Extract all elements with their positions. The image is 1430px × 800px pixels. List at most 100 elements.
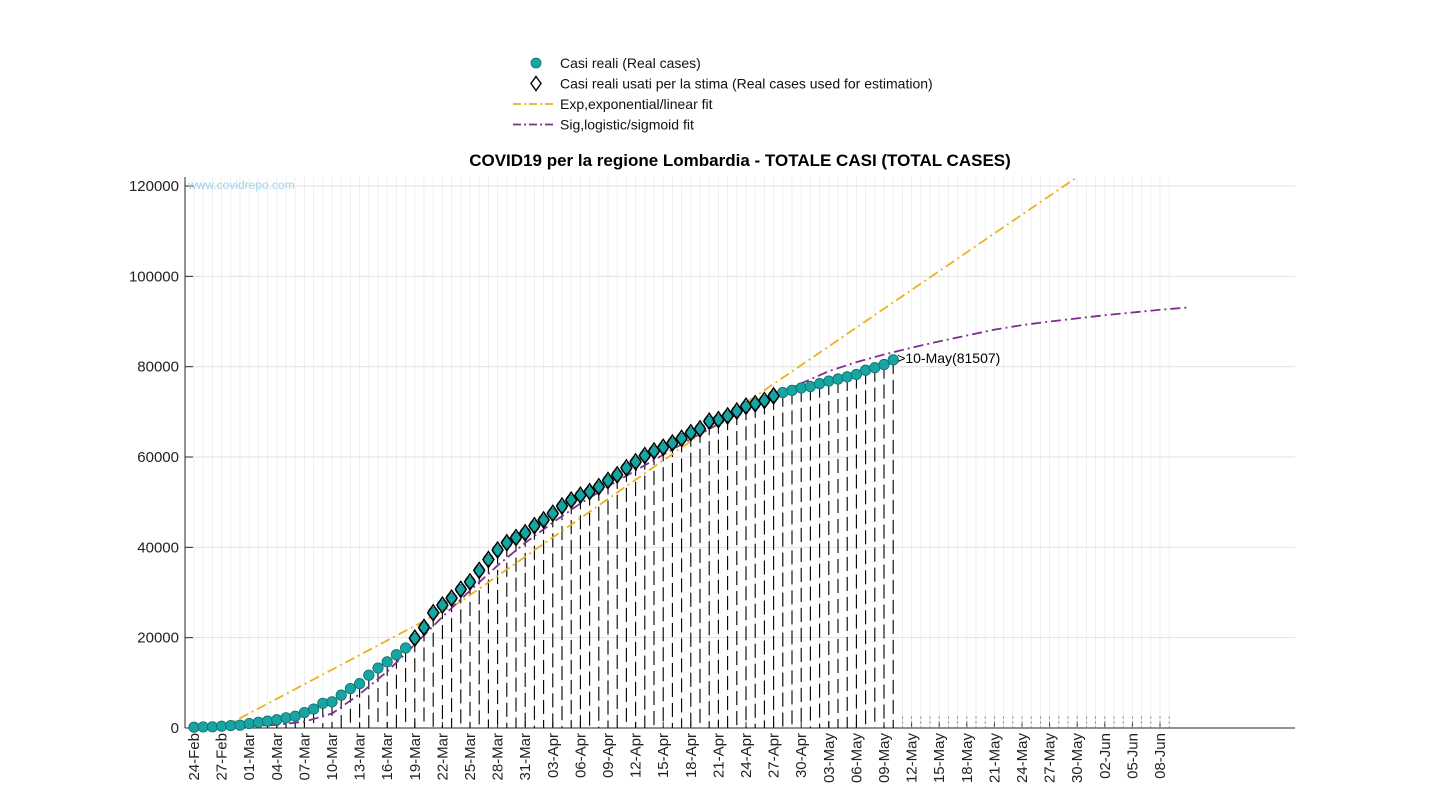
real-case-point: [390, 649, 402, 661]
x-tick-label: 28-Mar: [490, 733, 507, 781]
x-tick-label: 24-May: [1014, 733, 1031, 784]
real-case-point: [804, 380, 817, 393]
estimation-point: [500, 533, 514, 553]
real-case-point: [261, 715, 274, 727]
real-case-point: [795, 382, 807, 394]
estimation-point: [564, 490, 578, 510]
x-tick-label: 16-Mar: [379, 733, 396, 781]
estimation-point: [758, 391, 771, 410]
estimation-point: [638, 446, 652, 465]
x-tick-label: 07-Mar: [296, 733, 313, 781]
x-tick-label: 08-Jun: [1152, 733, 1169, 779]
y-tick-label: 100000: [129, 268, 179, 285]
estimation-point: [620, 458, 633, 478]
legend-label: Exp,exponential/linear fit: [560, 96, 713, 112]
last-value-annotation: >10-May(81507): [897, 350, 1000, 366]
real-case-point: [363, 669, 375, 681]
y-tick-label: 40000: [137, 539, 179, 556]
x-tick-label: 25-Mar: [462, 733, 479, 781]
estimation-point: [518, 523, 532, 543]
legend-marker-circle: [530, 57, 542, 69]
estimation-point: [463, 572, 477, 592]
estimation-point: [684, 423, 698, 442]
estimation-point: [767, 386, 780, 406]
x-tick-label: 02-Jun: [1097, 733, 1114, 779]
chart-title: COVID19 per la regione Lombardia - TOTAL…: [469, 151, 1011, 170]
real-case-point: [317, 697, 329, 709]
real-case-point: [859, 364, 872, 376]
x-tick-label: 21-Apr: [710, 733, 727, 778]
real-case-point: [252, 716, 264, 728]
estimation-point: [721, 406, 734, 426]
x-tick-label: 03-May: [821, 733, 838, 784]
x-tick-label: 03-Apr: [545, 733, 562, 778]
estimation-point: [408, 628, 422, 648]
x-tick-label: 06-May: [848, 733, 865, 784]
estimation-point: [454, 580, 468, 599]
x-tick-label: 05-Jun: [1124, 733, 1141, 779]
real-case-point: [243, 717, 255, 730]
x-tick-label: 30-May: [1069, 733, 1086, 784]
real-case-point: [823, 375, 835, 387]
real-case-point: [813, 378, 826, 390]
real-case-point: [326, 696, 338, 708]
estimation-point: [666, 433, 679, 453]
estimation-point: [656, 438, 670, 457]
real-case-point: [786, 384, 798, 396]
watermark: www.covidrepo.com: [187, 178, 295, 192]
real-case-point: [307, 703, 320, 715]
estimation-point: [537, 510, 550, 530]
x-tick-label: 31-Mar: [517, 733, 534, 781]
real-case-point: [372, 662, 384, 674]
real-case-point: [878, 358, 890, 371]
estimation-point: [472, 561, 486, 580]
legend-label: Casi reali (Real cases): [560, 55, 701, 71]
legend: Casi reali (Real cases) Casi reali usati …: [513, 55, 933, 133]
x-tick-label: 24-Feb: [186, 733, 203, 781]
legend-label: Sig,logistic/sigmoid fit: [560, 117, 694, 133]
x-tick-label: 01-Mar: [241, 733, 258, 781]
estimation-point: [555, 496, 569, 516]
estimation-point: [583, 482, 596, 501]
x-tick-label: 27-Apr: [766, 733, 783, 778]
x-tick-label: 15-Apr: [655, 733, 672, 778]
real-case-point: [850, 368, 863, 381]
legend-label: Casi reali usati per la stima (Real case…: [560, 76, 933, 92]
real-case-point: [381, 656, 393, 668]
x-tick-label: 19-Mar: [407, 733, 424, 781]
y-tick-label: 20000: [137, 630, 179, 647]
y-tick-label: 0: [171, 720, 179, 737]
real-case-point: [832, 373, 844, 385]
grid: [185, 177, 1295, 729]
exp-fit-line: [221, 176, 1078, 729]
x-tick-label: 24-Apr: [738, 733, 755, 778]
x-tick-label: 10-Mar: [324, 733, 341, 781]
x-tick-label: 13-Mar: [352, 733, 369, 781]
estimation-point: [601, 471, 615, 490]
y-tick-label: 60000: [137, 449, 179, 466]
real-case-point: [399, 642, 412, 654]
estimation-point: [730, 401, 744, 421]
legend-marker-diamond: [530, 75, 542, 92]
estimation-point: [491, 540, 504, 560]
real-case-point: [353, 678, 366, 690]
estimation-point: [610, 465, 624, 485]
x-tick-label: 12-Apr: [628, 733, 645, 778]
stems: [193, 359, 1170, 728]
estimation-point: [417, 618, 431, 637]
real-case-point: [234, 719, 246, 731]
estimation-point: [592, 477, 606, 496]
estimation-point: [436, 595, 449, 615]
estimation-point: [528, 516, 541, 536]
estimation-point: [629, 452, 642, 472]
real-case-point: [271, 714, 283, 726]
x-tick-label: 04-Mar: [269, 733, 286, 781]
estimation-point: [675, 429, 688, 448]
estimation-points: [408, 386, 780, 648]
real-case-point: [344, 682, 356, 695]
real-case-point: [335, 689, 347, 701]
x-tick-label: 06-Apr: [572, 733, 589, 778]
estimation-point: [509, 528, 523, 547]
estimation-point: [693, 419, 707, 439]
